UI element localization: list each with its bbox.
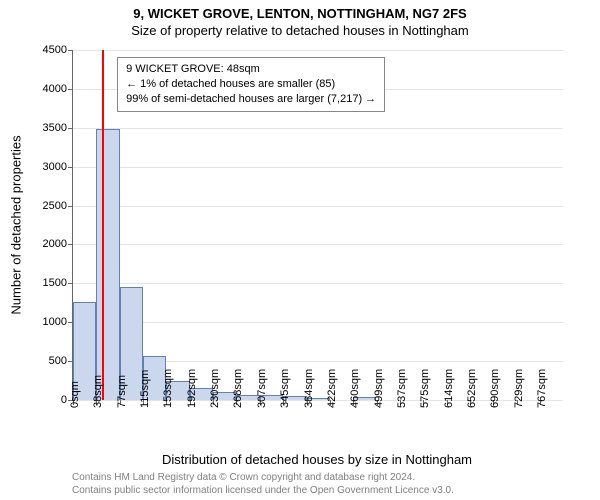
gridline [73,322,563,323]
xtick-label: 268sqm [232,369,244,408]
xtick-label: 499sqm [373,369,385,408]
ytick-label: 4000 [43,83,73,95]
ytick-label: 2500 [43,200,73,212]
xtick-label: 0sqm [69,381,81,408]
ytick-label: 3000 [43,161,73,173]
xtick-label: 729sqm [513,369,525,408]
xtick-label: 115sqm [139,370,151,408]
gridline [73,206,563,207]
xtick-label: 422sqm [326,369,338,408]
x-axis-label: Distribution of detached houses by size … [162,452,472,467]
xtick-label: 307sqm [256,369,268,408]
xtick-label: 767sqm [536,369,548,408]
ytick-label: 1500 [43,277,73,289]
xtick-label: 230sqm [209,369,221,408]
gridline [73,167,563,168]
ytick-label: 2000 [43,238,73,250]
xtick-label: 614sqm [443,369,455,408]
histogram-bar [96,129,119,400]
footer-attribution-2: Contains public sector information licen… [72,485,454,496]
xtick-label: 384sqm [303,369,315,408]
xtick-label: 153sqm [162,369,174,408]
xtick-label: 537sqm [396,369,408,408]
xtick-label: 460sqm [349,369,361,408]
gridline [73,128,563,129]
ytick-label: 3500 [43,122,73,134]
footer-attribution-1: Contains HM Land Registry data © Crown c… [72,472,415,483]
info-line-2: ← 1% of detached houses are smaller (85) [126,77,376,92]
xtick-label: 575sqm [419,369,431,408]
reference-line [102,50,104,400]
xtick-label: 192sqm [186,369,198,408]
info-line-3: 99% of semi-detached houses are larger (… [126,92,376,107]
chart-subtitle: Size of property relative to detached ho… [0,21,600,38]
gridline [73,50,563,51]
histogram-chart: 9, WICKET GROVE, LENTON, NOTTINGHAM, NG7… [0,0,600,500]
xtick-label: 77sqm [116,375,128,408]
xtick-label: 652sqm [466,369,478,408]
gridline [73,244,563,245]
info-line-1: 9 WICKET GROVE: 48sqm [126,62,376,77]
plot-area: 050010001500200025003000350040004500 0sq… [72,50,563,401]
ytick-label: 1000 [43,316,73,328]
xtick-label: 345sqm [279,369,291,408]
xtick-label: 38sqm [92,375,104,408]
gridline [73,283,563,284]
xtick-label: 690sqm [489,369,501,408]
info-box: 9 WICKET GROVE: 48sqm ← 1% of detached h… [117,57,385,112]
ytick-label: 4500 [43,44,73,56]
y-axis-label: Number of detached properties [9,135,24,314]
ytick-label: 500 [49,355,73,367]
chart-title: 9, WICKET GROVE, LENTON, NOTTINGHAM, NG7… [0,0,600,21]
